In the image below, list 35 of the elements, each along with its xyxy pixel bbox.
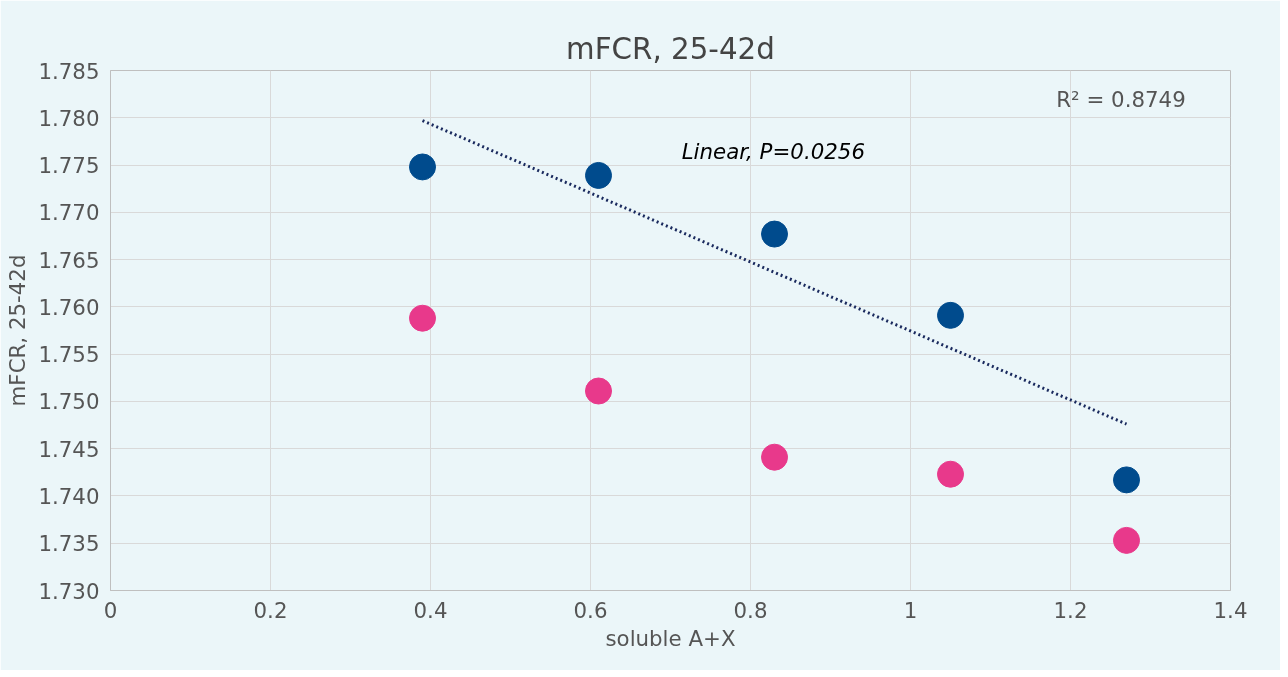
annotation: R² = 0.8749 xyxy=(1056,87,1186,113)
y-tick-label: 1.740 xyxy=(38,483,100,509)
y-tick-label: 1.785 xyxy=(38,58,100,84)
point xyxy=(585,161,612,189)
x-tick-label: 1 xyxy=(903,597,918,623)
y-tick-label: 1.745 xyxy=(38,436,100,462)
chart-title: mFCR, 25-42d xyxy=(566,31,775,66)
y-tick-label: 1.735 xyxy=(38,531,100,557)
y-tick-label: 1.780 xyxy=(38,105,100,131)
point xyxy=(1113,526,1140,554)
x-tick-label: 0.8 xyxy=(733,597,768,623)
x-tick-label: 1.4 xyxy=(1213,597,1248,623)
point xyxy=(937,301,964,329)
annotation: Linear, P=0.0256 xyxy=(681,139,865,165)
y-axis-title: mFCR, 25-42d xyxy=(5,254,31,407)
point xyxy=(585,377,612,405)
y-tick-label: 1.755 xyxy=(38,342,100,368)
point xyxy=(761,220,788,248)
y-tick-label: 1.750 xyxy=(38,389,100,415)
point xyxy=(409,304,436,332)
y-tick-label: 1.730 xyxy=(38,578,100,604)
x-tick-label: 0.2 xyxy=(253,597,288,623)
point xyxy=(761,443,788,471)
y-tick-label: 1.770 xyxy=(38,200,100,226)
x-tick-label: 1.2 xyxy=(1053,597,1088,623)
x-tick-label: 0.6 xyxy=(573,597,608,623)
point xyxy=(937,460,964,488)
y-tick-label: 1.760 xyxy=(38,294,100,320)
x-tick-label: 0.4 xyxy=(413,597,448,623)
point xyxy=(409,153,436,181)
y-tick-label: 1.775 xyxy=(38,153,100,179)
y-tick-label: 1.765 xyxy=(38,247,100,273)
x-tick-label: 0 xyxy=(103,597,118,623)
point xyxy=(1113,466,1140,494)
x-axis-title: soluble A+X xyxy=(605,625,736,651)
